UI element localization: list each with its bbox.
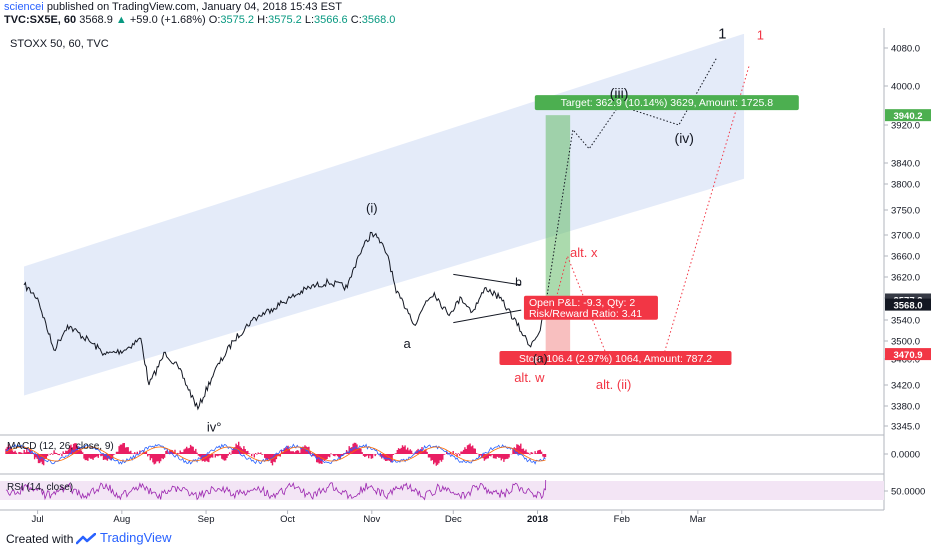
price-label: 3470.9 xyxy=(893,350,922,361)
target-label-box xyxy=(534,95,799,111)
open-label: O: xyxy=(208,14,221,26)
price-label: 3940.2 xyxy=(893,111,922,122)
tradingview-brand[interactable]: TradingView xyxy=(76,530,172,545)
last-price: 3568.9 xyxy=(79,14,113,26)
x-tick-label: Oct xyxy=(280,514,295,525)
wave-label: 1 xyxy=(718,26,726,43)
price-label-box xyxy=(885,348,931,361)
last-price-label: 3568.0 xyxy=(893,301,922,312)
created-with-text: Created with xyxy=(6,532,74,546)
price-change: +59.0 (+1.68%) xyxy=(129,14,206,26)
close-label: C: xyxy=(350,14,362,26)
author-link[interactable]: sciencei xyxy=(4,1,44,13)
y-tick-label: 3660.0 xyxy=(891,252,920,263)
x-tick-label: Jul xyxy=(32,514,44,525)
x-tick-label: Mar xyxy=(690,514,706,525)
low-value: 3566.6 xyxy=(314,14,348,26)
x-tick-label: Aug xyxy=(113,514,130,525)
rsi-line xyxy=(5,479,547,501)
y-tick-label: 3700.0 xyxy=(891,231,920,242)
x-tick-label: Dec xyxy=(445,514,462,525)
wave-label: (i) xyxy=(366,201,378,216)
low-label: L: xyxy=(304,14,315,26)
open-value: 3575.2 xyxy=(220,14,255,26)
high-label: H: xyxy=(257,14,269,26)
x-tick-label: 2018 xyxy=(527,514,548,525)
macd-line xyxy=(5,443,546,465)
published-text: published on TradingView.com, January 04… xyxy=(46,1,342,13)
target-zone xyxy=(545,115,571,305)
x-tick-label: Sep xyxy=(198,514,215,525)
macd-legend: MACD (12, 26, close, 9) xyxy=(7,441,114,452)
chart: Target: 362.9 (10.14%) 3629, Amount: 172… xyxy=(0,26,931,525)
x-tick-label: Nov xyxy=(363,514,380,525)
y-tick-label: 3750.0 xyxy=(891,206,920,217)
y-tick-label: 3345.0 xyxy=(891,422,920,433)
stop-label-box xyxy=(499,351,732,365)
y-tick-label: 4000.0 xyxy=(891,82,920,93)
wave-label: alt. w xyxy=(514,370,545,385)
wave-label: iv° xyxy=(207,420,222,435)
wave-label: alt. x xyxy=(570,245,598,260)
wave-label: a xyxy=(403,336,411,351)
y-tick-label: 3500.0 xyxy=(891,337,920,348)
last-price-box xyxy=(885,298,931,311)
rsi-legend: RSI (14, close) xyxy=(7,482,73,493)
tradingview-logo-icon xyxy=(76,532,96,544)
rsi-y-tick-label: 50.0000 xyxy=(891,487,925,498)
y-tick-label: 3840.0 xyxy=(891,159,920,170)
triangle-lower-line xyxy=(453,309,522,324)
y-tick-label: 3420.0 xyxy=(891,381,920,392)
close-value: 3568.0 xyxy=(361,14,396,26)
wave-label: (iv) xyxy=(675,130,694,146)
y-tick-label: 3620.0 xyxy=(891,273,920,284)
wave-label: alt. (ii) xyxy=(596,377,631,392)
price-series-line xyxy=(23,231,547,411)
wave-label: (a) xyxy=(533,351,548,365)
tradingview-brand-label: TradingView xyxy=(100,530,172,545)
price-channel xyxy=(24,34,745,396)
high-value: 3575.2 xyxy=(268,14,302,26)
symbol-label[interactable]: TVC:SX5E, 60 xyxy=(4,14,77,26)
price-label-box xyxy=(885,109,931,122)
y-tick-label: 3380.0 xyxy=(891,402,920,413)
x-tick-label: Feb xyxy=(614,514,630,525)
y-tick-label: 4080.0 xyxy=(891,44,920,55)
y-tick-label: 3800.0 xyxy=(891,180,920,191)
primary-wave-projection xyxy=(545,57,718,305)
open-pnl-label: Open P&L: -9.3, Qty: 2 xyxy=(529,297,635,309)
macd-y-tick-label: 0.0000 xyxy=(891,450,920,461)
wave-label: b xyxy=(515,275,522,289)
wave-label: 1 xyxy=(757,27,764,42)
wave-label: (iii) xyxy=(610,85,629,101)
triangle-upper-line xyxy=(453,273,522,286)
position-info-box xyxy=(523,295,658,320)
stop-label: Stop: 106.4 (2.97%) 1064, Amount: 787.2 xyxy=(519,353,712,365)
chart-title: STOXX 50, 60, TVC xyxy=(10,38,109,50)
y-tick-label: 3540.0 xyxy=(891,316,920,327)
chart-header: sciencei published on TradingView.com, J… xyxy=(0,0,932,28)
risk-reward-label: Risk/Reward Ratio: 3.41 xyxy=(529,308,642,320)
y-tick-label: 3920.0 xyxy=(891,121,920,132)
footer: Created with TradingView xyxy=(0,528,932,550)
target-label: Target: 362.9 (10.14%) 3629, Amount: 172… xyxy=(561,97,774,109)
macd-signal-line xyxy=(5,446,546,462)
up-arrow-icon: ▲ xyxy=(115,14,127,26)
